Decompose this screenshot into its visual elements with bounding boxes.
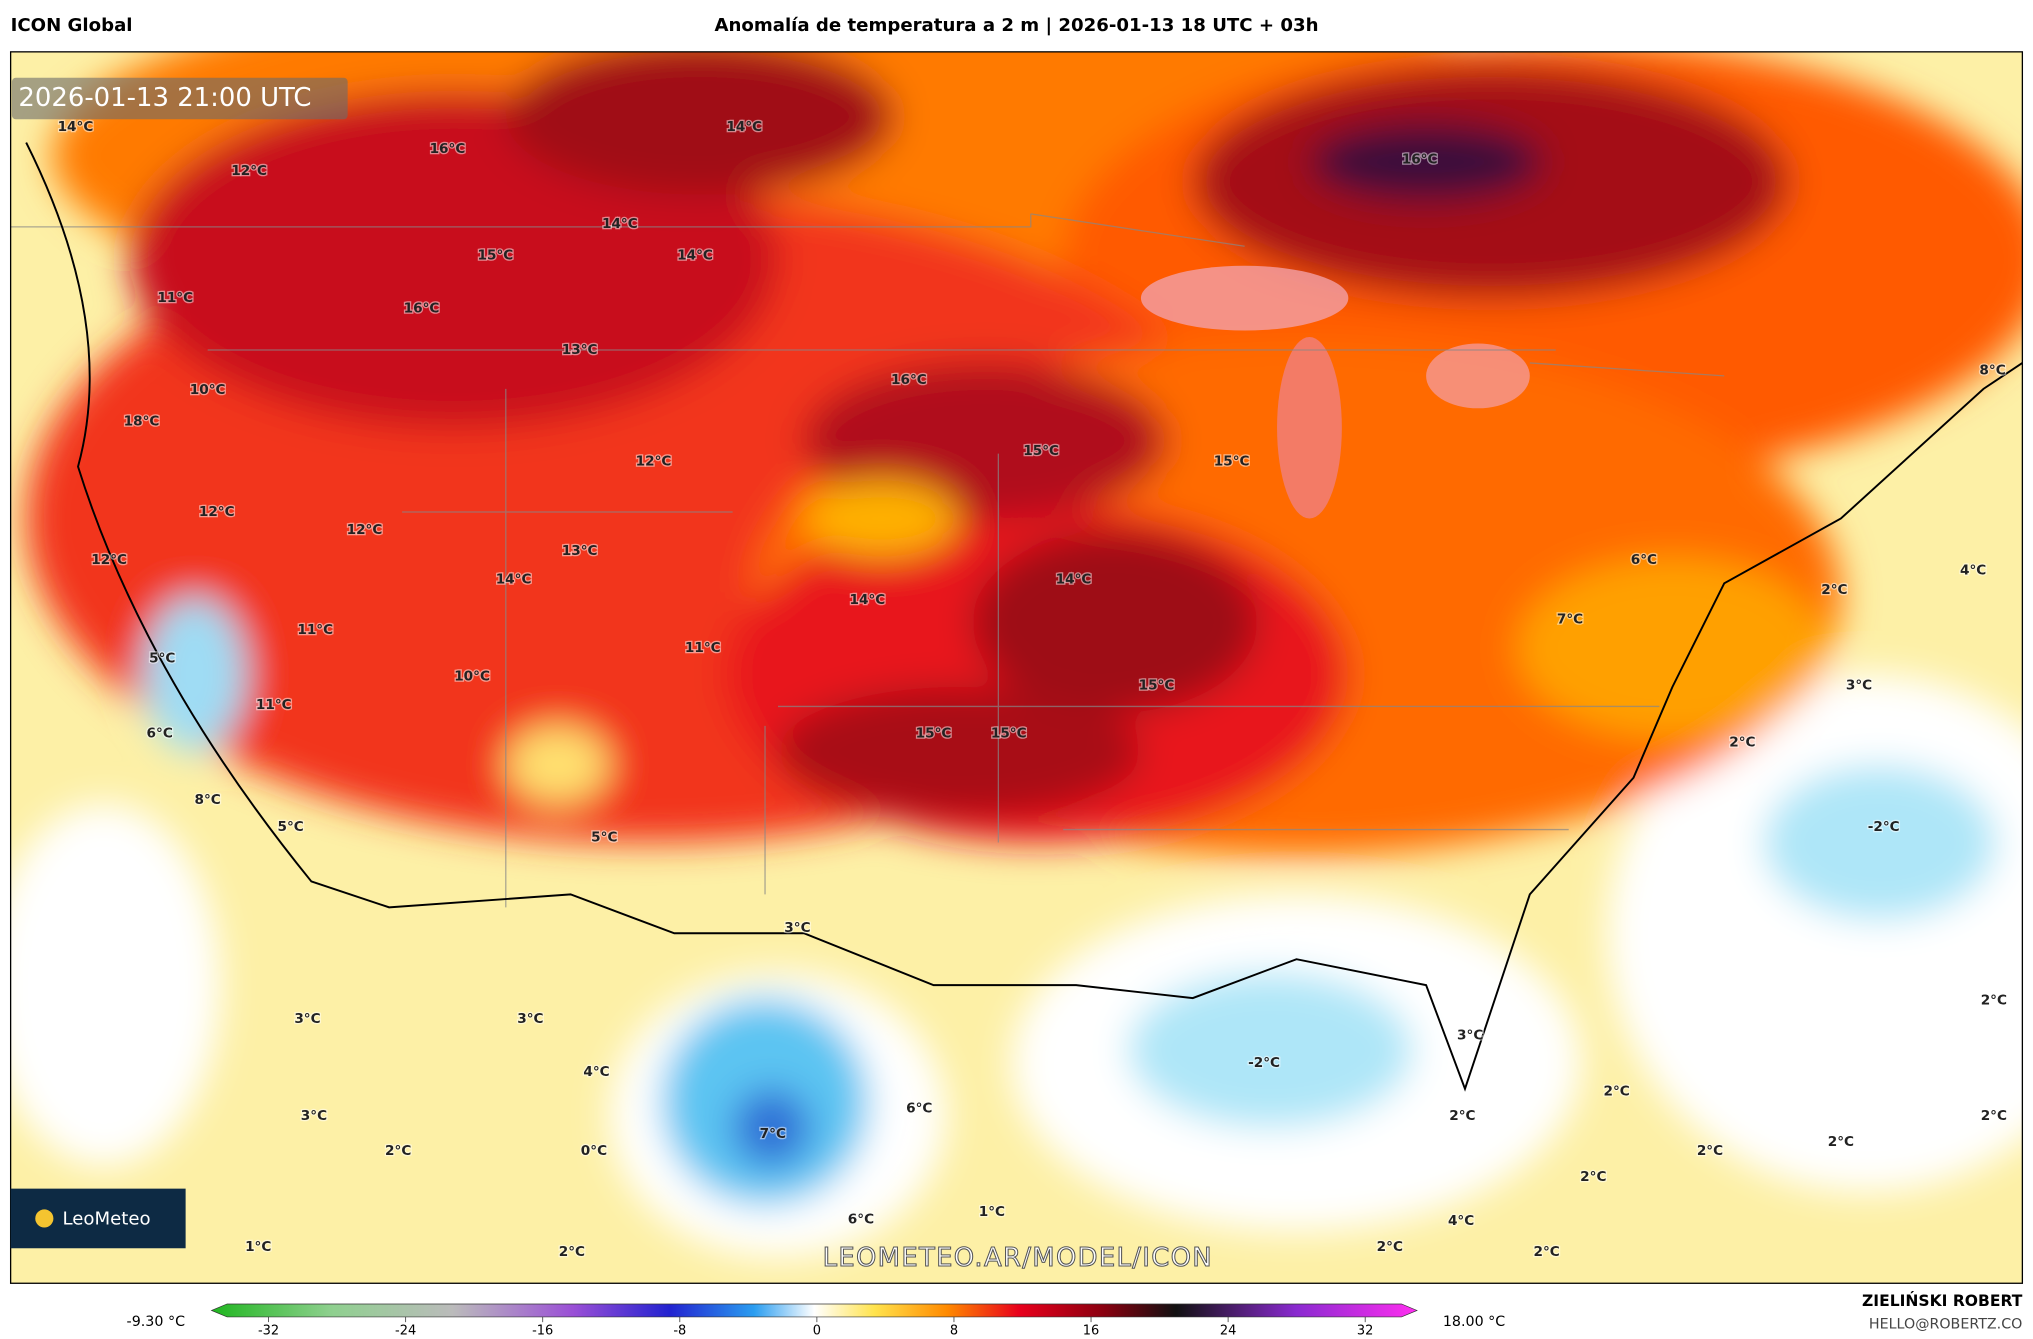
temperature-label: 6°C bbox=[848, 1212, 874, 1228]
temperature-label: 14°C bbox=[58, 119, 94, 135]
temperature-label: 11°C bbox=[297, 622, 333, 638]
map-title: Anomalía de temperatura a 2 m | 2026-01-… bbox=[714, 15, 1318, 36]
temperature-label: 12°C bbox=[636, 453, 672, 469]
legend-max: 18.00 °C bbox=[1443, 1314, 1505, 1330]
temperature-label: 8°C bbox=[1979, 363, 2005, 379]
temperature-label: 2°C bbox=[559, 1244, 585, 1260]
temperature-label: 4°C bbox=[1448, 1213, 1474, 1229]
temperature-label: 2°C bbox=[1377, 1239, 1403, 1255]
temperature-label: 11°C bbox=[157, 290, 193, 306]
temperature-label: 2°C bbox=[385, 1143, 411, 1159]
temperature-label: 5°C bbox=[277, 819, 303, 835]
temperature-label: 15°C bbox=[1023, 443, 1059, 459]
colorbar-tick-label: 8 bbox=[950, 1324, 958, 1339]
colorbar-tick-label: 24 bbox=[1220, 1324, 1236, 1339]
temperature-label: 16°C bbox=[430, 141, 466, 157]
temperature-label: 6°C bbox=[147, 726, 173, 742]
temperature-label: 14°C bbox=[1056, 571, 1092, 587]
colorbar-tick-label: 32 bbox=[1357, 1324, 1373, 1339]
temperature-label: 2°C bbox=[1449, 1108, 1475, 1124]
temperature-label: 6°C bbox=[906, 1100, 932, 1116]
temperature-label: 2°C bbox=[1828, 1134, 1854, 1150]
temperature-label: -2°C bbox=[1868, 819, 1900, 835]
model-name: ICON Global bbox=[11, 15, 133, 36]
temperature-label: 4°C bbox=[1960, 562, 1986, 578]
temperature-label: 13°C bbox=[562, 342, 598, 358]
watermark: LEOMETEO.AR/MODEL/ICON bbox=[823, 1243, 1213, 1273]
temperature-label: 4°C bbox=[583, 1064, 609, 1080]
temperature-label: 13°C bbox=[562, 543, 598, 559]
temperature-label: 10°C bbox=[454, 669, 490, 685]
temperature-label: 14°C bbox=[602, 216, 638, 232]
temperature-label: 10°C bbox=[190, 382, 226, 398]
temperature-label: 12°C bbox=[231, 163, 267, 179]
temperature-label: 15°C bbox=[478, 247, 514, 263]
temperature-label: 3°C bbox=[294, 1011, 320, 1027]
temperature-label: 8°C bbox=[195, 792, 221, 808]
temperature-label: 2°C bbox=[1604, 1083, 1630, 1099]
temperature-label: 15°C bbox=[1214, 453, 1250, 469]
temperature-label: 14°C bbox=[496, 571, 532, 587]
temperature-label: 5°C bbox=[149, 650, 175, 666]
temperature-label: 18°C bbox=[124, 413, 160, 429]
map: 14°C 12°C 16°C 14°C 16°C 14°C 15°C 14°C 11°C 16°C… bbox=[10, 51, 2023, 1284]
temperature-label: 14°C bbox=[850, 592, 886, 608]
temperature-label: 12°C bbox=[347, 522, 383, 538]
author: ZIELIŃSKI ROBERT bbox=[1862, 1291, 2023, 1310]
colorbar-tick-label: 16 bbox=[1083, 1324, 1099, 1339]
temperature-label: 0°C bbox=[581, 1143, 607, 1159]
temperature-label: 7°C bbox=[760, 1126, 786, 1142]
temperature-label: 14°C bbox=[677, 247, 713, 263]
temperature-label: 12°C bbox=[199, 504, 235, 520]
temperature-label: 2°C bbox=[1981, 993, 2007, 1009]
temperature-label: 2°C bbox=[1580, 1169, 1606, 1185]
temperature-label: 16°C bbox=[404, 301, 440, 317]
temperature-label: 15°C bbox=[1139, 678, 1175, 694]
temperature-label: 3°C bbox=[784, 920, 810, 936]
temperature-label: 2°C bbox=[1697, 1143, 1723, 1159]
temperature-label: 14°C bbox=[726, 119, 762, 135]
temperature-label: 2°C bbox=[1729, 735, 1755, 751]
temperature-label: 11°C bbox=[256, 697, 292, 713]
temperature-label: 12°C bbox=[91, 552, 127, 568]
logo: LeoMeteo bbox=[62, 1209, 150, 1230]
timestamp: 2026-01-13 21:00 UTC bbox=[18, 83, 311, 113]
colorbar-tick-label: -8 bbox=[673, 1324, 686, 1339]
legend-min: -9.30 °C bbox=[127, 1314, 186, 1330]
temperature-label: 11°C bbox=[685, 640, 721, 656]
temperature-label: 15°C bbox=[916, 726, 952, 742]
colorbar-tick-label: -32 bbox=[258, 1324, 279, 1339]
temperature-label: -2°C bbox=[1248, 1055, 1280, 1071]
email: HELLO@ROBERTZ.CO bbox=[1869, 1317, 2022, 1333]
temperature-label: 16°C bbox=[1402, 151, 1438, 167]
temperature-label: 5°C bbox=[591, 829, 617, 845]
temperature-label: 2°C bbox=[1821, 582, 1847, 598]
colorbar-tick-label: -16 bbox=[532, 1324, 553, 1339]
colorbar-tick-label: -24 bbox=[395, 1324, 416, 1339]
temperature-label: 3°C bbox=[301, 1108, 327, 1124]
colorbar-tick-label: 0 bbox=[813, 1324, 821, 1339]
colorbar bbox=[210, 1303, 1418, 1318]
temperature-label: 7°C bbox=[1557, 612, 1583, 628]
temperature-label: 16°C bbox=[891, 372, 927, 388]
temperature-label: 2°C bbox=[1981, 1108, 2007, 1124]
temperature-label: 15°C bbox=[991, 726, 1027, 742]
temperature-label: 6°C bbox=[1631, 552, 1657, 568]
temperature-label: 3°C bbox=[1457, 1028, 1483, 1044]
temperature-label: 3°C bbox=[517, 1011, 543, 1027]
temperature-label: 1°C bbox=[979, 1204, 1005, 1220]
temperature-label: 1°C bbox=[245, 1239, 271, 1255]
temperature-label: 3°C bbox=[1846, 678, 1872, 694]
temperature-label: 2°C bbox=[1534, 1244, 1560, 1260]
